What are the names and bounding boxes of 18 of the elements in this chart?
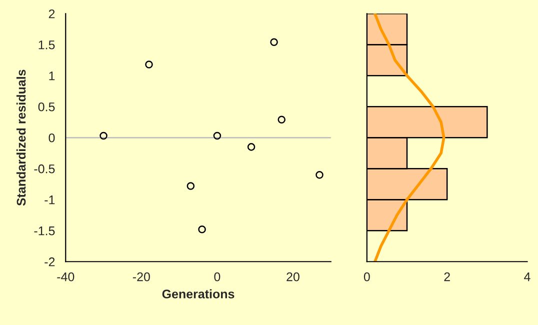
y-axis-title: Standardized residuals	[16, 70, 26, 206]
x-axis-title: Generations	[162, 289, 234, 298]
y-tick-label: 1	[49, 72, 55, 80]
x-tick-label: 0	[214, 272, 220, 282]
y-tick-label: -1	[44, 196, 55, 204]
y-tick-label: 0	[48, 133, 55, 142]
y-tick-label: 1.5	[38, 40, 55, 50]
y-tick-label: 0.5	[38, 102, 55, 112]
x-tick-label: -40	[57, 272, 74, 282]
y-tick-label: -2	[44, 257, 55, 266]
x-tick-label: 0	[364, 272, 370, 282]
x-tick-label: -20	[132, 272, 150, 282]
y-tick-label: -1.5	[34, 226, 55, 236]
y-tick-label: -0.5	[34, 164, 55, 174]
x-tick-label: 2	[444, 272, 450, 282]
y-tick-label: 2	[48, 9, 55, 18]
x-tick-label: 4	[524, 272, 530, 282]
x-tick-label: 20	[286, 272, 300, 282]
